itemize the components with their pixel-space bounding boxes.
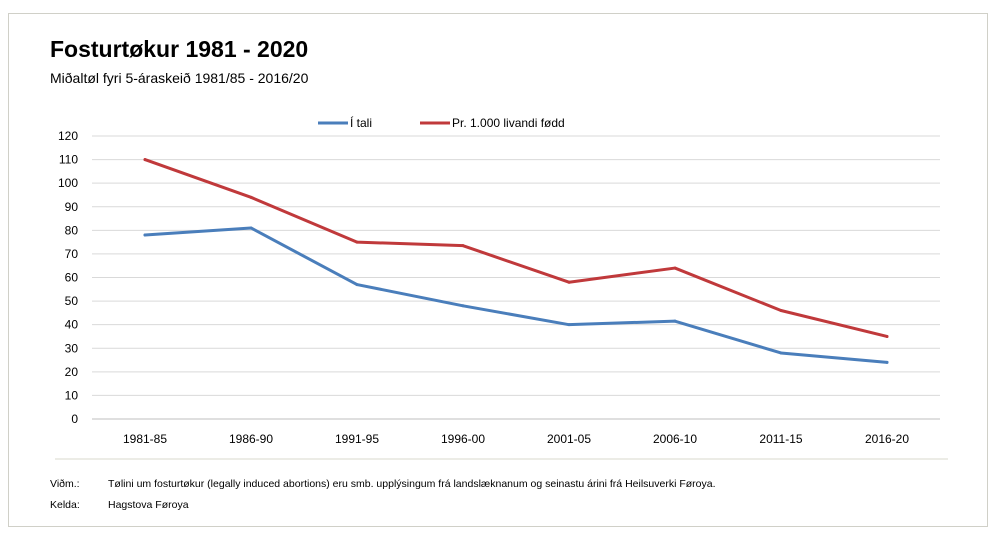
series-line-1	[143, 226, 889, 364]
chart-subtitle: Miðaltøl fyri 5-áraskeið 1981/85 - 2016/…	[50, 70, 309, 86]
y-tick-label: 40	[65, 318, 79, 332]
x-tick-label: 1986-90	[229, 432, 273, 446]
y-axis-ticks: 0 10 20 30 40 50 60 70 80 90 100 110 120	[58, 129, 78, 426]
y-tick-label: 100	[58, 176, 78, 190]
source-label: Kelda:	[50, 499, 80, 511]
remark-text: Tølini um fosturtøkur (legally induced a…	[108, 478, 716, 490]
legend-label: Pr. 1.000 livandi fødd	[452, 116, 565, 130]
y-tick-label: 60	[65, 271, 79, 285]
data-point	[355, 240, 359, 244]
data-point	[143, 233, 147, 237]
series-line-2	[143, 158, 889, 338]
source-text: Hagstova Føroya	[108, 499, 189, 511]
data-point	[673, 266, 677, 270]
y-tick-label: 70	[65, 247, 79, 261]
data-point	[885, 334, 889, 338]
y-tick-label: 80	[65, 223, 79, 237]
remark-label: Viðm.:	[50, 478, 80, 490]
x-tick-label: 1991-95	[335, 432, 379, 446]
x-tick-label: 1981-85	[123, 432, 167, 446]
data-point	[567, 323, 571, 327]
y-tick-label: 90	[65, 200, 79, 214]
data-point	[461, 304, 465, 308]
data-point	[249, 226, 253, 230]
x-tick-label: 2016-20	[865, 432, 909, 446]
data-point	[461, 244, 465, 248]
data-point	[143, 158, 147, 162]
y-tick-label: 20	[65, 365, 79, 379]
data-point	[567, 280, 571, 284]
y-tick-label: 10	[65, 388, 79, 402]
series-lines	[143, 158, 889, 364]
x-axis-ticks: 1981-85 1986-90 1991-95 1996-00 2001-05 2006-…	[123, 432, 909, 446]
x-tick-label: 2011-15	[759, 432, 802, 446]
gridlines	[92, 135, 940, 420]
chart-title: Fosturtøkur 1981 - 2020	[50, 36, 309, 62]
chart-frame	[8, 13, 988, 527]
y-tick-label: 0	[71, 412, 78, 426]
y-tick-label: 120	[58, 129, 78, 143]
y-tick-label: 30	[65, 341, 79, 355]
data-point	[355, 283, 359, 287]
x-tick-label: 1996-00	[441, 432, 485, 446]
y-tick-label: 110	[59, 153, 78, 167]
y-tick-label: 50	[65, 294, 79, 308]
legend-label: Í tali	[350, 115, 372, 130]
x-tick-label: 2001-05	[547, 432, 591, 446]
x-tick-label: 2006-10	[653, 432, 697, 446]
data-point	[779, 351, 783, 355]
legend: Í tali Pr. 1.000 livandi fødd	[318, 115, 565, 130]
data-point	[673, 319, 677, 323]
data-point	[885, 360, 889, 364]
data-point	[249, 195, 253, 199]
data-point	[779, 309, 783, 313]
